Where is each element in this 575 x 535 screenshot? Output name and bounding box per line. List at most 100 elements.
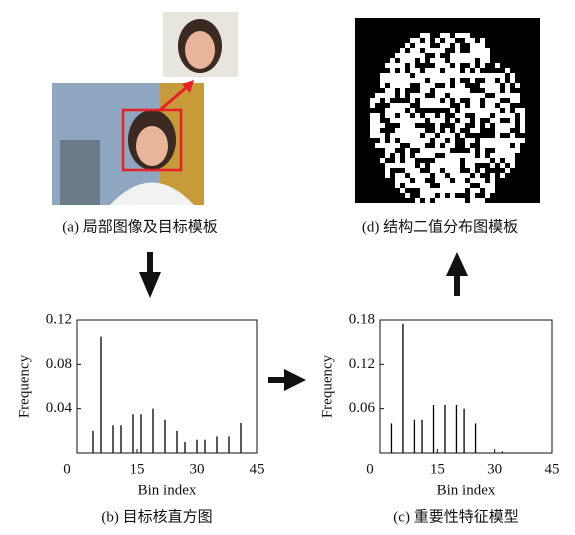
binary-map xyxy=(355,18,540,203)
map-cell xyxy=(400,103,405,108)
map-cell xyxy=(475,113,480,118)
map-cell xyxy=(415,38,420,43)
map-cell xyxy=(385,93,390,98)
map-cell xyxy=(390,88,395,93)
map-cell xyxy=(395,183,400,188)
map-cell xyxy=(370,133,375,138)
map-cell xyxy=(490,173,495,178)
figure: (a) 局部图像及目标模板 (d) 结构二值分布图模板 0.040.080.12… xyxy=(0,0,575,530)
map-cell xyxy=(445,73,450,78)
map-cell xyxy=(460,118,465,123)
map-cell xyxy=(500,148,505,153)
map-cell xyxy=(495,73,500,78)
map-cell xyxy=(415,138,420,143)
map-cell xyxy=(420,128,425,133)
map-cell xyxy=(505,68,510,73)
map-cell xyxy=(420,148,425,153)
map-cell xyxy=(405,148,410,153)
map-cell xyxy=(410,163,415,168)
map-cell xyxy=(445,63,450,68)
map-cell xyxy=(465,88,470,93)
map-cell xyxy=(390,93,395,98)
map-cell xyxy=(425,38,430,43)
map-cell xyxy=(470,38,475,43)
map-cell xyxy=(520,123,525,128)
map-cell xyxy=(415,183,420,188)
map-cell xyxy=(450,118,455,123)
map-cell xyxy=(460,83,465,88)
map-cell xyxy=(505,153,510,158)
map-cell xyxy=(420,153,425,158)
map-cell xyxy=(390,73,395,78)
map-cell xyxy=(470,48,475,53)
map-cell xyxy=(445,153,450,158)
map-cell xyxy=(485,143,490,148)
map-cell xyxy=(510,158,515,163)
map-cell xyxy=(475,158,480,163)
map-cell xyxy=(440,88,445,93)
map-cell xyxy=(380,138,385,143)
map-cell xyxy=(430,148,435,153)
map-cell xyxy=(460,188,465,193)
map-cell xyxy=(405,133,410,138)
map-cell xyxy=(425,153,430,158)
map-cell xyxy=(495,108,500,113)
map-cell xyxy=(380,73,385,78)
map-cell xyxy=(485,48,490,53)
map-cell xyxy=(375,133,380,138)
map-cell xyxy=(495,138,500,143)
map-cell xyxy=(405,53,410,58)
map-cell xyxy=(400,63,405,68)
map-cell xyxy=(490,188,495,193)
map-cell xyxy=(425,133,430,138)
map-cell xyxy=(410,123,415,128)
map-cell xyxy=(470,53,475,58)
map-cell xyxy=(400,83,405,88)
map-cell xyxy=(465,93,470,98)
map-cell xyxy=(395,53,400,58)
map-cell xyxy=(410,63,415,68)
map-cell xyxy=(455,88,460,93)
map-cell xyxy=(415,173,420,178)
map-cell xyxy=(405,103,410,108)
map-cell xyxy=(425,68,430,73)
map-cell xyxy=(470,163,475,168)
map-cell xyxy=(385,78,390,83)
map-cell xyxy=(445,78,450,83)
map-cell xyxy=(430,118,435,123)
map-cell xyxy=(450,93,455,98)
map-cell xyxy=(460,153,465,158)
map-cell xyxy=(475,108,480,113)
map-cell xyxy=(495,113,500,118)
map-cell xyxy=(405,83,410,88)
map-cell xyxy=(490,183,495,188)
map-cell xyxy=(455,78,460,83)
map-cell xyxy=(465,173,470,178)
map-cell xyxy=(440,93,445,98)
map-cell xyxy=(455,198,460,203)
map-cell xyxy=(410,173,415,178)
map-cell xyxy=(500,163,505,168)
map-cell xyxy=(405,163,410,168)
map-cell xyxy=(435,78,440,83)
map-cell xyxy=(380,78,385,83)
map-cell xyxy=(440,103,445,108)
map-cell xyxy=(505,108,510,113)
map-cell xyxy=(520,128,525,133)
map-cell xyxy=(460,123,465,128)
map-cell xyxy=(435,93,440,98)
x-tick-label: 0 xyxy=(63,461,71,477)
x-tick-label: 30 xyxy=(190,461,205,477)
map-cell xyxy=(440,33,445,38)
map-cell xyxy=(445,178,450,183)
map-cell xyxy=(470,158,475,163)
map-cell xyxy=(505,138,510,143)
map-cell xyxy=(475,118,480,123)
map-cell xyxy=(370,103,375,108)
map-cell xyxy=(445,188,450,193)
map-cell xyxy=(445,38,450,43)
caption: (d) 结构二值分布图模板 xyxy=(362,217,518,235)
map-cell xyxy=(375,123,380,128)
map-cell xyxy=(390,108,395,113)
map-cell xyxy=(485,183,490,188)
